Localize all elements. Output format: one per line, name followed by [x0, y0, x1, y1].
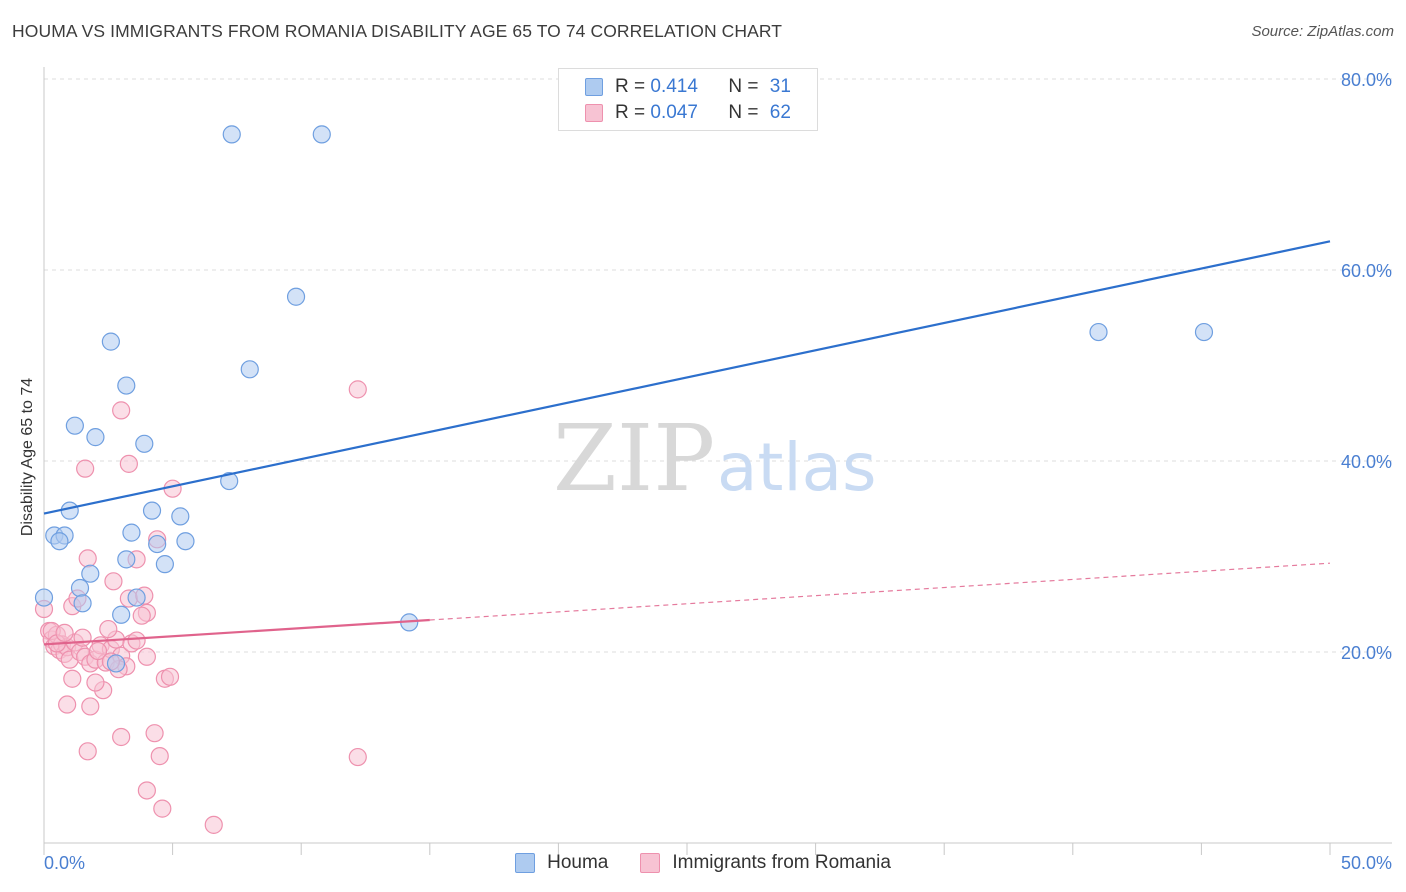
houma-point [1194, 322, 1214, 342]
romania-legend-swatch [640, 853, 661, 873]
houma-point [34, 588, 54, 607]
romania-point [86, 673, 105, 692]
houma-point [312, 125, 331, 144]
houma-point [222, 125, 241, 144]
houma-point [50, 532, 69, 551]
x-tick-label: 50.0% [1341, 853, 1392, 873]
gridlines [44, 78, 1392, 653]
romania-point [150, 746, 169, 766]
y-tick-label: 60.0% [1341, 261, 1392, 281]
houma-point [142, 501, 162, 520]
houma-point [122, 523, 141, 542]
houma-point [286, 287, 306, 306]
romania-swatch [585, 104, 603, 122]
romania-point [73, 628, 92, 647]
romania-point [153, 799, 172, 818]
axes [43, 67, 1392, 855]
romania-point [112, 401, 131, 420]
legend-n-value: 31 [769, 76, 791, 97]
houma-point [127, 588, 146, 607]
houma-point [155, 555, 174, 574]
houma-point [70, 578, 90, 598]
legend-n-label: N = [728, 76, 759, 97]
romania-point [104, 572, 123, 591]
houma-point [1089, 322, 1108, 342]
romania-point [137, 781, 156, 800]
source-credit: Source: ZipAtlas.com [1251, 23, 1394, 40]
houma-point [171, 507, 190, 526]
romania-point [348, 380, 367, 399]
romania-legend-label: Immigrants from Romania [672, 852, 891, 873]
legend-r-value: 0.414 [650, 76, 698, 97]
romania-point [119, 454, 138, 473]
houma-point [117, 550, 136, 569]
watermark-zip: ZIP [553, 405, 715, 512]
series-legend-romania: Immigrants from Romania [640, 852, 891, 874]
houma-point [106, 654, 126, 673]
legend-r-value: 0.047 [650, 102, 698, 123]
y-tick-label: 20.0% [1341, 643, 1392, 663]
houma-point [112, 605, 131, 624]
houma-swatch [585, 78, 603, 96]
legend-n-value: 62 [769, 102, 791, 123]
houma-point [81, 564, 100, 583]
romania-point [88, 641, 108, 661]
romania-point [127, 631, 146, 650]
houma-point [117, 376, 136, 395]
x-tick-label: 0.0% [44, 853, 85, 873]
romania-point [112, 727, 131, 747]
romania-point [132, 606, 151, 625]
houma-trend-line [43, 240, 1331, 515]
houma-point [101, 332, 120, 351]
romania-point [99, 619, 118, 639]
houma-point [176, 532, 195, 551]
houma-legend-label: Houma [547, 852, 609, 873]
houma-point [240, 360, 259, 379]
houma-point [86, 428, 105, 447]
romania-point [137, 647, 156, 666]
romania-point [76, 459, 95, 478]
romania-trend-line [43, 618, 430, 646]
romania-point [163, 479, 182, 498]
houma-point [73, 594, 92, 613]
legend-r-label: R = [615, 102, 646, 123]
romania-trend-line-dashed [429, 562, 1331, 621]
legend-row-romania: R = 0.047 N = 62 [585, 102, 791, 124]
legend-row-houma: R = 0.414 N = 31 [585, 76, 791, 98]
romania-point [58, 695, 77, 714]
romania-point [160, 667, 180, 686]
stats-legend: R = 0.414 N = 31 R = 0.047 N = 62 [558, 68, 818, 131]
watermark: ZIP atlas [553, 405, 877, 512]
romania-point [145, 724, 164, 743]
houma-point [148, 534, 167, 554]
legend-r-label: R = [615, 76, 646, 97]
watermark-atlas: atlas [717, 429, 877, 506]
trend-lines [43, 240, 1331, 646]
series-legend: Houma Immigrants from Romania [0, 852, 1406, 874]
romania-point [63, 669, 82, 688]
chart-title: HOUMA VS IMMIGRANTS FROM ROMANIA DISABIL… [12, 21, 783, 41]
romania-point [55, 623, 74, 643]
y-tick-label: 80.0% [1341, 70, 1392, 90]
houma-legend-swatch [515, 853, 536, 873]
legend-n-label: N = [728, 102, 759, 123]
houma-point [65, 416, 84, 435]
tick-labels: 20.0% 40.0% 60.0% 80.0% 0.0% 50.0% [44, 70, 1392, 873]
romania-point [204, 815, 223, 834]
romania-point [78, 549, 97, 568]
houma-point [220, 471, 239, 491]
houma-point [135, 434, 154, 453]
y-tick-label: 40.0% [1341, 452, 1392, 472]
y-axis-label: Disability Age 65 to 74 [19, 378, 36, 536]
data-points [34, 125, 1214, 834]
romania-point [78, 742, 97, 761]
series-legend-houma: Houma [515, 852, 608, 874]
romania-point [348, 747, 367, 767]
houma-point [60, 501, 79, 520]
romania-point [81, 697, 100, 716]
